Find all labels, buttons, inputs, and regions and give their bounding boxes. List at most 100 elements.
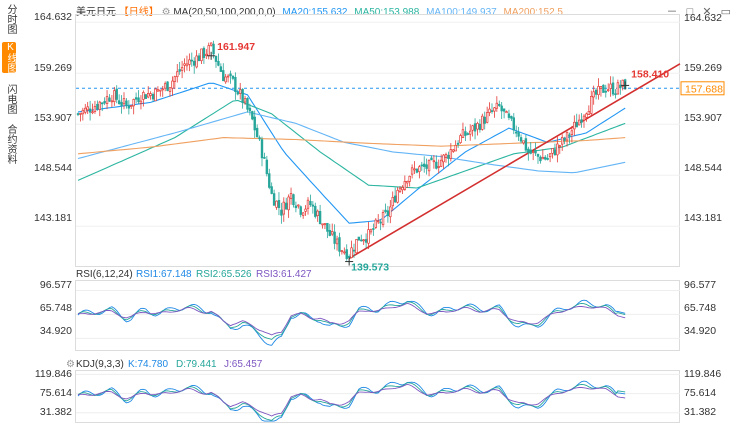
candle-body <box>420 164 423 167</box>
kdj-tick-right-2: 31.382 <box>684 406 716 418</box>
candlesticks <box>76 40 627 264</box>
candle-body <box>188 59 191 65</box>
candle-body <box>268 173 271 188</box>
tab-timeshare[interactable]: 分时图 <box>5 4 16 34</box>
candle-body <box>318 211 322 225</box>
candle-body <box>522 140 525 144</box>
candle-body <box>381 212 385 226</box>
price-tick-right-2: 153.907 <box>684 112 722 124</box>
candle-body <box>410 167 414 175</box>
ma200-value: MA200:152.5 <box>503 7 563 18</box>
candle-body <box>289 193 293 200</box>
candle-body <box>454 144 457 152</box>
window-controls: － □ ✕ ▭ <box>661 3 731 19</box>
candle-body <box>81 109 85 115</box>
candle-body <box>331 231 334 235</box>
kdj-panel-frame <box>75 370 680 423</box>
price-tick-left-1: 159.269 <box>34 62 72 74</box>
candle-body <box>568 134 571 137</box>
candle-body <box>127 105 131 109</box>
tab-flash[interactable]: 闪电图 <box>5 84 16 114</box>
candle-body <box>360 239 363 242</box>
candle-body <box>130 105 133 107</box>
candle-body <box>147 93 150 98</box>
candle-body <box>98 101 101 110</box>
tab-kline[interactable]: K线图 <box>2 42 16 73</box>
high-label: 161.947 <box>217 41 255 53</box>
candle-body <box>590 95 593 114</box>
candle-body <box>418 166 421 172</box>
candle-body <box>362 239 365 242</box>
candle-body <box>323 223 327 226</box>
candle-body <box>321 223 324 226</box>
candle-body <box>234 77 237 92</box>
candle-body <box>401 187 404 191</box>
candle-body <box>539 156 542 162</box>
candle-body <box>137 97 140 103</box>
candle-body <box>500 105 503 112</box>
candle-body <box>478 123 482 131</box>
candle-body <box>255 127 259 138</box>
candle-body <box>338 237 341 252</box>
ma-line-ma50 <box>77 99 626 189</box>
candle-body <box>364 239 368 243</box>
candle-body <box>350 247 353 258</box>
candle-body <box>502 108 506 112</box>
settings-icon[interactable]: ⚙ <box>161 7 171 18</box>
candle-body <box>602 84 605 93</box>
candle-body <box>389 206 392 218</box>
candle-body <box>406 181 409 184</box>
candle-body <box>224 76 227 83</box>
crosshair-marks <box>207 51 630 266</box>
candle-body <box>616 82 620 95</box>
candle-body <box>277 200 281 209</box>
candle-body <box>275 200 278 208</box>
candle-body <box>461 129 465 138</box>
candle-body <box>548 153 552 158</box>
candle-body <box>76 113 80 115</box>
period-selector[interactable]: 【日线】 <box>118 7 159 18</box>
candle-body <box>607 89 610 92</box>
candle-body <box>452 149 455 152</box>
candle-body <box>357 236 361 241</box>
maximize-icon[interactable]: □ <box>686 6 694 18</box>
close-icon[interactable]: ✕ <box>702 6 712 18</box>
restore-icon[interactable]: ▭ <box>720 6 731 18</box>
candle-body <box>176 71 179 78</box>
kdj-k-value: K:74.780 <box>128 359 168 370</box>
kdj-j-value: J:65.457 <box>224 359 263 370</box>
candle-body <box>507 113 511 118</box>
tab-contract-info[interactable]: 合约资料 <box>5 124 16 164</box>
candle-body <box>190 59 193 62</box>
kdj-settings-icon[interactable]: ⚙ <box>66 359 75 370</box>
kdj-tick-left-1: 75.614 <box>40 387 72 399</box>
candle-body <box>517 132 520 137</box>
candle-body <box>536 154 540 157</box>
candle-body <box>425 164 428 169</box>
candle-body <box>577 119 581 126</box>
ma-label: MA(20,50,100,200,0,0) <box>173 7 276 18</box>
candle-body <box>505 111 508 114</box>
price-tick-right-3: 148.544 <box>684 162 722 174</box>
candle-body <box>142 92 145 100</box>
rsi-tick-right-2: 34.920 <box>684 325 716 337</box>
minus-icon[interactable]: － <box>666 6 678 18</box>
candle-body <box>178 69 181 72</box>
price-grid <box>76 21 680 227</box>
candle-body <box>185 63 189 67</box>
candle-body <box>209 42 213 46</box>
price-tick-right-1: 159.269 <box>684 62 722 74</box>
candle-body <box>597 86 600 96</box>
candle-body <box>430 157 433 161</box>
candle-body <box>495 102 499 109</box>
price-tick-right-0: 164.632 <box>684 12 722 24</box>
candle-body <box>372 228 375 230</box>
price-panel-frame <box>75 14 680 267</box>
candle-body <box>132 99 135 107</box>
candle-body <box>369 229 373 233</box>
candle-body <box>110 100 114 103</box>
candle-body <box>236 91 239 95</box>
rsi-tick-left-2: 34.920 <box>40 325 72 337</box>
osc-line-j <box>77 383 626 417</box>
candle-body <box>427 159 431 172</box>
